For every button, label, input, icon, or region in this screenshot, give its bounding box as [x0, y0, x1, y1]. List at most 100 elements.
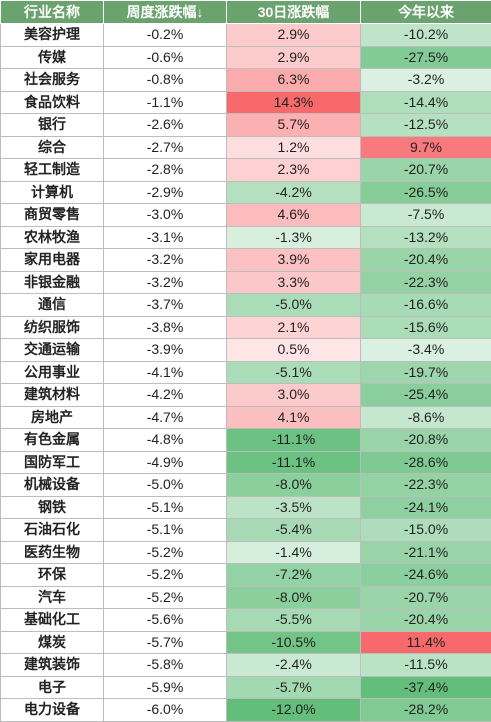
thirty-day-change-cell: -5.4% [227, 519, 361, 542]
table-row: 煤炭-5.7%-10.5%11.4% [1, 631, 491, 654]
weekly-change-cell: -2.8% [104, 159, 227, 182]
table-row: 钢铁-5.1%-3.5%-24.1% [1, 496, 491, 519]
weekly-change-cell: -4.9% [104, 451, 227, 474]
ytd-change-cell: -27.5% [361, 46, 491, 69]
weekly-change-cell: -5.1% [104, 519, 227, 542]
industry-name-cell: 汽车 [1, 586, 104, 609]
weekly-change-cell: -3.1% [104, 226, 227, 249]
table-row: 电子-5.9%-5.7%-37.4% [1, 676, 491, 699]
industry-name-cell: 公用事业 [1, 361, 104, 384]
weekly-change-cell: -1.1% [104, 91, 227, 114]
weekly-change-cell: -3.2% [104, 249, 227, 272]
thirty-day-change-cell: -5.1% [227, 361, 361, 384]
ytd-change-cell: -22.3% [361, 271, 491, 294]
industry-name-cell: 家用电器 [1, 249, 104, 272]
table-row: 家用电器-3.2%3.9%-20.4% [1, 249, 491, 272]
thirty-day-change-cell: 3.9% [227, 249, 361, 272]
ytd-change-cell: -20.7% [361, 159, 491, 182]
ytd-change-cell: -28.2% [361, 699, 491, 722]
industry-name-cell: 环保 [1, 564, 104, 587]
table-row: 非银金融-3.2%3.3%-22.3% [1, 271, 491, 294]
weekly-change-cell: -5.2% [104, 541, 227, 564]
weekly-change-cell: -0.6% [104, 46, 227, 69]
header-weekly-change[interactable]: 周度涨跌幅↓ [104, 1, 227, 24]
thirty-day-change-cell: -12.0% [227, 699, 361, 722]
table-row: 医药生物-5.2%-1.4%-21.1% [1, 541, 491, 564]
weekly-change-cell: -2.6% [104, 114, 227, 137]
industry-name-cell: 传媒 [1, 46, 104, 69]
thirty-day-change-cell: -10.5% [227, 631, 361, 654]
industry-name-cell: 美容护理 [1, 24, 104, 47]
ytd-change-cell: -20.7% [361, 586, 491, 609]
weekly-change-cell: -0.2% [104, 24, 227, 47]
ytd-change-cell: -24.6% [361, 564, 491, 587]
header-ytd-change[interactable]: 今年以来 [361, 1, 491, 24]
thirty-day-change-cell: -5.0% [227, 294, 361, 317]
ytd-change-cell: -24.1% [361, 496, 491, 519]
weekly-change-cell: -5.0% [104, 474, 227, 497]
weekly-change-cell: -5.2% [104, 564, 227, 587]
industry-name-cell: 农林牧渔 [1, 226, 104, 249]
table-row: 石油石化-5.1%-5.4%-15.0% [1, 519, 491, 542]
ytd-change-cell: 9.7% [361, 136, 491, 159]
ytd-change-cell: -15.6% [361, 316, 491, 339]
thirty-day-change-cell: -8.0% [227, 586, 361, 609]
table-row: 房地产-4.7%4.1%-8.6% [1, 406, 491, 429]
industry-name-cell: 国防军工 [1, 451, 104, 474]
thirty-day-change-cell: 3.0% [227, 384, 361, 407]
industry-name-cell: 食品饮料 [1, 91, 104, 114]
industry-name-cell: 房地产 [1, 406, 104, 429]
table-row: 综合-2.7%1.2%9.7% [1, 136, 491, 159]
ytd-change-cell: 11.4% [361, 631, 491, 654]
industry-name-cell: 通信 [1, 294, 104, 317]
industry-name-cell: 计算机 [1, 181, 104, 204]
thirty-day-change-cell: 2.3% [227, 159, 361, 182]
thirty-day-change-cell: -8.0% [227, 474, 361, 497]
table-row: 通信-3.7%-5.0%-16.6% [1, 294, 491, 317]
thirty-day-change-cell: 2.9% [227, 46, 361, 69]
thirty-day-change-cell: -11.1% [227, 429, 361, 452]
ytd-change-cell: -28.6% [361, 451, 491, 474]
ytd-change-cell: -8.6% [361, 406, 491, 429]
ytd-change-cell: -26.5% [361, 181, 491, 204]
weekly-change-cell: -3.7% [104, 294, 227, 317]
industry-name-cell: 社会服务 [1, 69, 104, 92]
table-row: 环保-5.2%-7.2%-24.6% [1, 564, 491, 587]
table-row: 美容护理-0.2%2.9%-10.2% [1, 24, 491, 47]
ytd-change-cell: -15.0% [361, 519, 491, 542]
thirty-day-change-cell: -7.2% [227, 564, 361, 587]
ytd-change-cell: -16.6% [361, 294, 491, 317]
industry-name-cell: 电子 [1, 676, 104, 699]
industry-name-cell: 煤炭 [1, 631, 104, 654]
ytd-change-cell: -3.4% [361, 339, 491, 362]
thirty-day-change-cell: -3.5% [227, 496, 361, 519]
thirty-day-change-cell: -4.2% [227, 181, 361, 204]
ytd-change-cell: -19.7% [361, 361, 491, 384]
weekly-change-cell: -2.9% [104, 181, 227, 204]
ytd-change-cell: -22.3% [361, 474, 491, 497]
thirty-day-change-cell: 0.5% [227, 339, 361, 362]
industry-name-cell: 商贸零售 [1, 204, 104, 227]
thirty-day-change-cell: 3.3% [227, 271, 361, 294]
weekly-change-cell: -3.2% [104, 271, 227, 294]
weekly-change-cell: -4.8% [104, 429, 227, 452]
table-row: 银行-2.6%5.7%-12.5% [1, 114, 491, 137]
thirty-day-change-cell: -11.1% [227, 451, 361, 474]
thirty-day-change-cell: 1.2% [227, 136, 361, 159]
table-row: 计算机-2.9%-4.2%-26.5% [1, 181, 491, 204]
table-row: 电力设备-6.0%-12.0%-28.2% [1, 699, 491, 722]
ytd-change-cell: -37.4% [361, 676, 491, 699]
header-industry[interactable]: 行业名称 [1, 1, 104, 24]
weekly-change-cell: -0.8% [104, 69, 227, 92]
weekly-change-cell: -3.0% [104, 204, 227, 227]
thirty-day-change-cell: -5.7% [227, 676, 361, 699]
industry-name-cell: 有色金属 [1, 429, 104, 452]
ytd-change-cell: -20.4% [361, 249, 491, 272]
table-row: 食品饮料-1.1%14.3%-14.4% [1, 91, 491, 114]
header-30d-change[interactable]: 30日涨跌幅 [227, 1, 361, 24]
industry-name-cell: 银行 [1, 114, 104, 137]
table-row: 国防军工-4.9%-11.1%-28.6% [1, 451, 491, 474]
ytd-change-cell: -21.1% [361, 541, 491, 564]
ytd-change-cell: -13.2% [361, 226, 491, 249]
industry-name-cell: 综合 [1, 136, 104, 159]
